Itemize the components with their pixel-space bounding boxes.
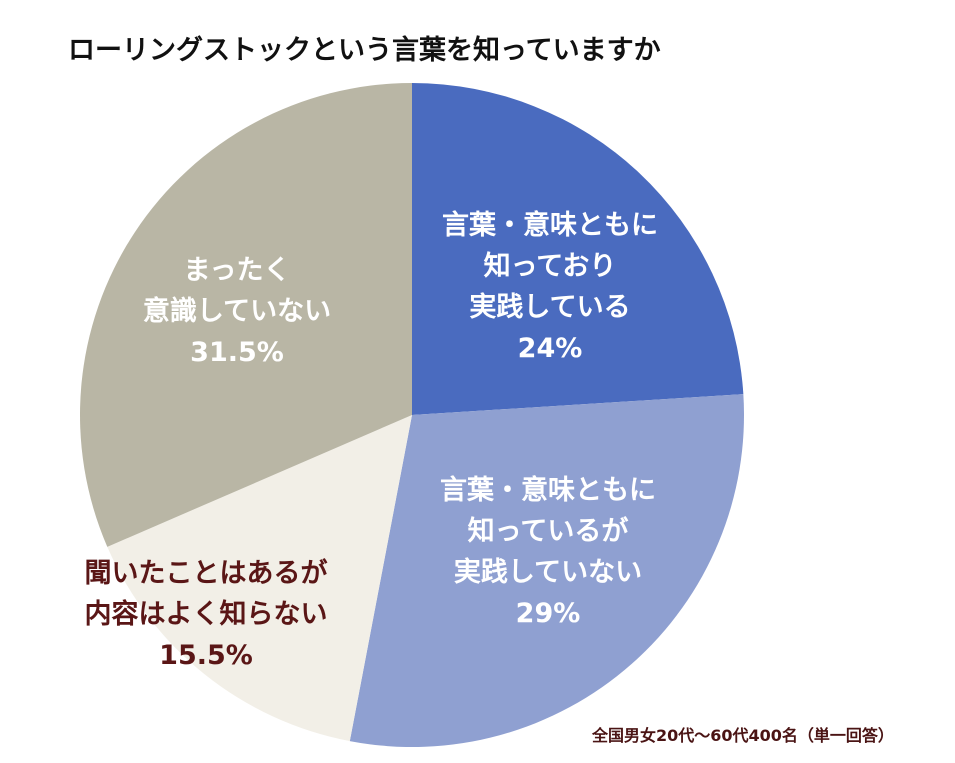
slice-value-label: 24% xyxy=(517,333,583,364)
slice-label-text: 言葉・意味ともに 知っているが 実践していない xyxy=(440,475,656,588)
pie-slice-3 xyxy=(80,83,412,547)
slice-label-3: まったく 意識していない 31.5% xyxy=(143,250,331,373)
slice-label-text: 言葉・意味ともに 知っており 実践している xyxy=(442,210,658,323)
slice-value-label: 29% xyxy=(515,598,581,629)
chart-title: ローリングストックという言葉を知っていますか xyxy=(68,35,661,66)
slice-label-1: 言葉・意味ともに 知っているが 実践していない 29% xyxy=(440,470,656,634)
pie-slice-1 xyxy=(349,394,744,747)
pie-slice-2 xyxy=(107,415,412,742)
slice-label-0: 言葉・意味ともに 知っており 実践している 24% xyxy=(442,205,658,369)
pie-slice-0 xyxy=(412,83,744,415)
slice-value-label: 15.5% xyxy=(159,640,253,671)
slice-label-text: 聞いたことはあるが 内容はよく知らない xyxy=(84,558,328,630)
slice-value-label: 31.5% xyxy=(190,337,284,368)
slice-label-text: まったく 意識していない xyxy=(142,255,332,327)
slice-label-2: 聞いたことはあるが 内容はよく知らない 15.5% xyxy=(85,553,328,676)
survey-note: 全国男女20代～60代400名（単一回答） xyxy=(592,726,894,745)
